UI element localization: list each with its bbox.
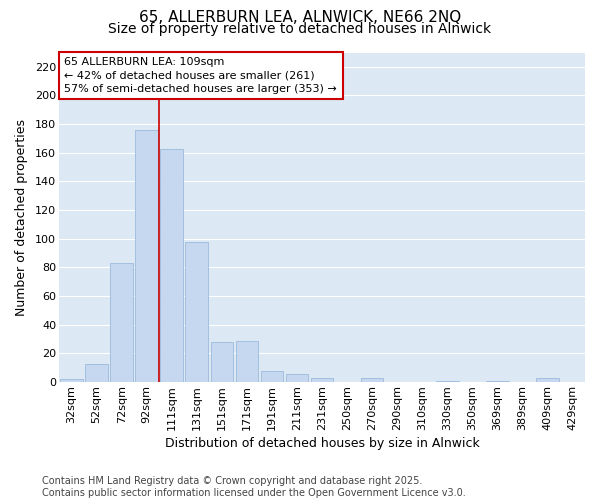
Text: Size of property relative to detached houses in Alnwick: Size of property relative to detached ho… bbox=[109, 22, 491, 36]
Bar bbox=[110, 263, 133, 382]
Bar bbox=[361, 378, 383, 382]
Bar bbox=[211, 342, 233, 382]
Bar bbox=[260, 370, 283, 382]
Text: 65 ALLERBURN LEA: 109sqm
← 42% of detached houses are smaller (261)
57% of semi-: 65 ALLERBURN LEA: 109sqm ← 42% of detach… bbox=[64, 58, 337, 94]
Bar bbox=[311, 378, 333, 382]
Bar bbox=[436, 380, 458, 382]
Y-axis label: Number of detached properties: Number of detached properties bbox=[15, 119, 28, 316]
Bar bbox=[185, 242, 208, 382]
Text: Contains HM Land Registry data © Crown copyright and database right 2025.
Contai: Contains HM Land Registry data © Crown c… bbox=[42, 476, 466, 498]
Bar bbox=[60, 380, 83, 382]
Text: 65, ALLERBURN LEA, ALNWICK, NE66 2NQ: 65, ALLERBURN LEA, ALNWICK, NE66 2NQ bbox=[139, 10, 461, 25]
Bar bbox=[236, 340, 258, 382]
Bar bbox=[136, 130, 158, 382]
Bar bbox=[85, 364, 108, 382]
Bar bbox=[286, 374, 308, 382]
X-axis label: Distribution of detached houses by size in Alnwick: Distribution of detached houses by size … bbox=[164, 437, 479, 450]
Bar bbox=[536, 378, 559, 382]
Bar bbox=[160, 148, 183, 382]
Bar bbox=[486, 380, 509, 382]
